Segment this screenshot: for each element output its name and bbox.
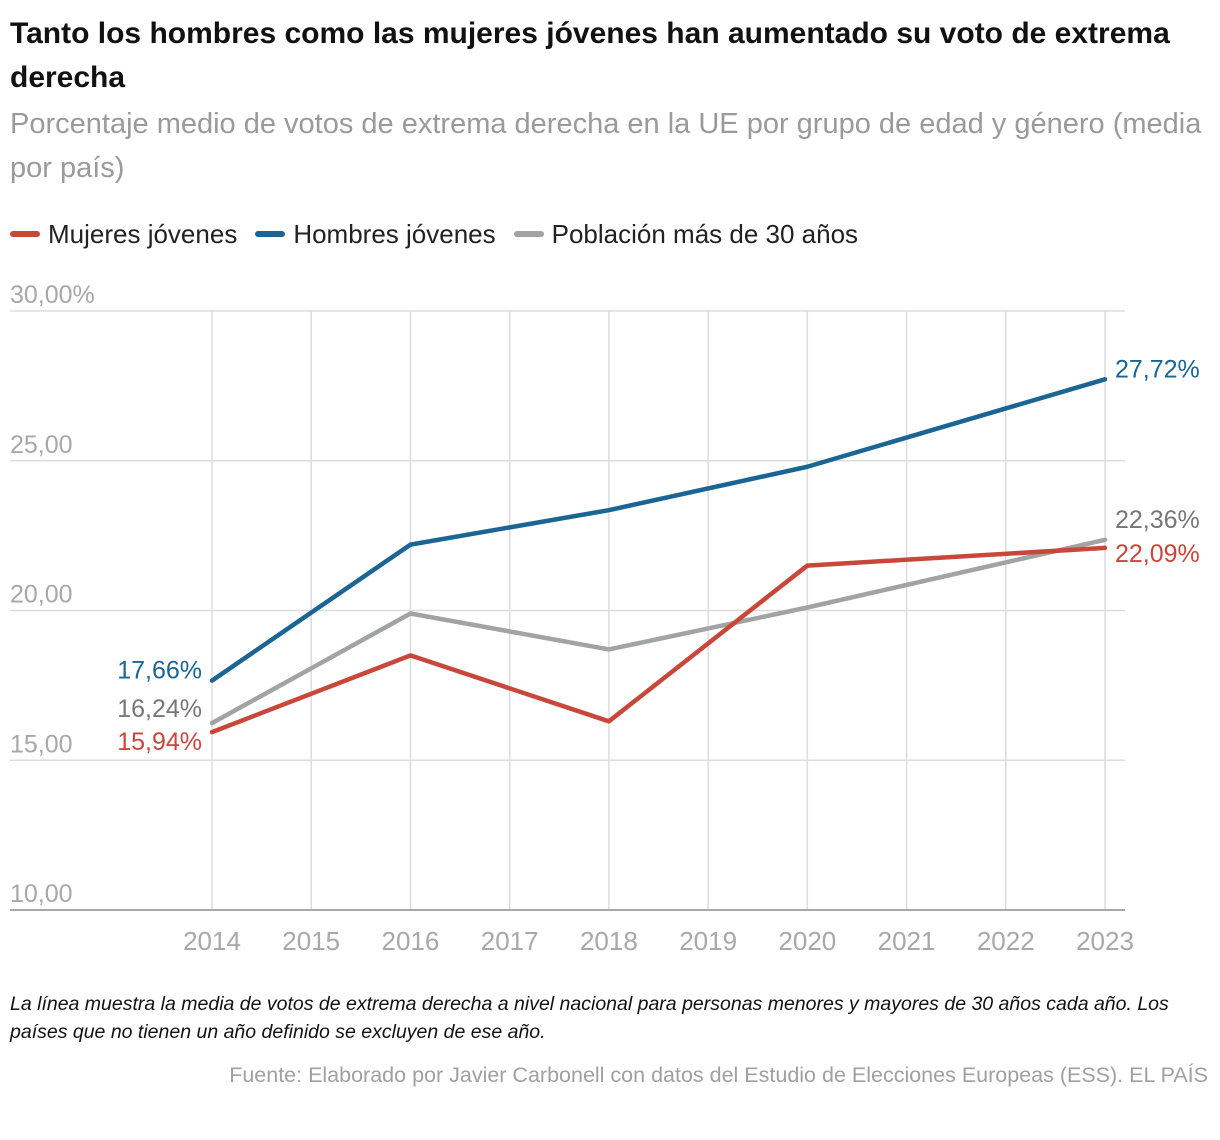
grid-layer <box>10 310 1125 910</box>
start-label-1: 17,66% <box>117 657 202 685</box>
y-tick-label: 20,00 <box>10 581 73 609</box>
x-tick-label: 2020 <box>778 926 836 956</box>
legend-item-poblacion: Población más de 30 años <box>513 218 859 250</box>
x-tick-label: 2015 <box>282 926 340 956</box>
data-label-layer: 15,94% 22,09% 17,66% 27,72% 16,24% 22,36% <box>117 355 1200 756</box>
series-layer <box>209 377 1108 735</box>
y-tick-label: 10,00 <box>10 880 73 908</box>
x-tick-label: 2022 <box>977 926 1035 956</box>
y-tick-label: 25,00 <box>10 431 73 459</box>
x-tick-label: 2023 <box>1076 926 1134 956</box>
x-tick-label: 2017 <box>481 926 539 956</box>
series-line-2 <box>209 537 1108 726</box>
chart-subtitle: Porcentaje medio de votos de extrema der… <box>10 108 1202 184</box>
chart-title: Tanto los hombres como las mujeres jóven… <box>10 17 1170 94</box>
legend-label-poblacion: Población más de 30 años <box>551 218 859 249</box>
chart-source: Fuente: Elaborado por Javier Carbonell c… <box>229 1063 1208 1087</box>
x-tick-label: 2021 <box>878 926 936 956</box>
x-tick-label: 2019 <box>679 926 737 956</box>
x-tick-label: 2016 <box>382 926 440 956</box>
start-label-2: 16,24% <box>117 695 202 723</box>
y-tick-label: 15,00 <box>10 730 73 758</box>
chart-note: La línea muestra la media de votos de ex… <box>10 993 1169 1043</box>
legend-item-hombres: Hombres jóvenes <box>255 218 496 250</box>
end-label-1: 27,72% <box>1115 355 1200 383</box>
legend-label-mujeres: Mujeres jóvenes <box>48 218 238 249</box>
axis-layer: 10,00 15,00 20,00 25,00 30,00% 2014 2015 2016 20… <box>10 281 1134 956</box>
legend-label-hombres: Hombres jóvenes <box>293 218 496 249</box>
y-tick-label: 30,00% <box>10 281 95 309</box>
line-chart: 10,00 15,00 20,00 25,00 30,00% 2014 2015 2016 20… <box>10 281 1200 956</box>
x-tick-label: 2018 <box>580 926 638 956</box>
x-tick-label: 2014 <box>183 926 241 956</box>
series-line-0 <box>209 545 1108 735</box>
start-label-0: 15,94% <box>117 728 202 756</box>
end-label-2: 22,36% <box>1115 506 1200 534</box>
legend-swatch-mujeres <box>10 231 40 237</box>
legend-swatch-poblacion <box>513 231 544 237</box>
legend-swatch-hombres <box>255 231 286 237</box>
end-label-0: 22,09% <box>1115 540 1200 568</box>
series-line-1 <box>209 377 1108 683</box>
chart-legend: Mujeres jóvenes Hombres jóvenes Població… <box>10 214 876 254</box>
legend-item-mujeres: Mujeres jóvenes <box>10 219 237 250</box>
